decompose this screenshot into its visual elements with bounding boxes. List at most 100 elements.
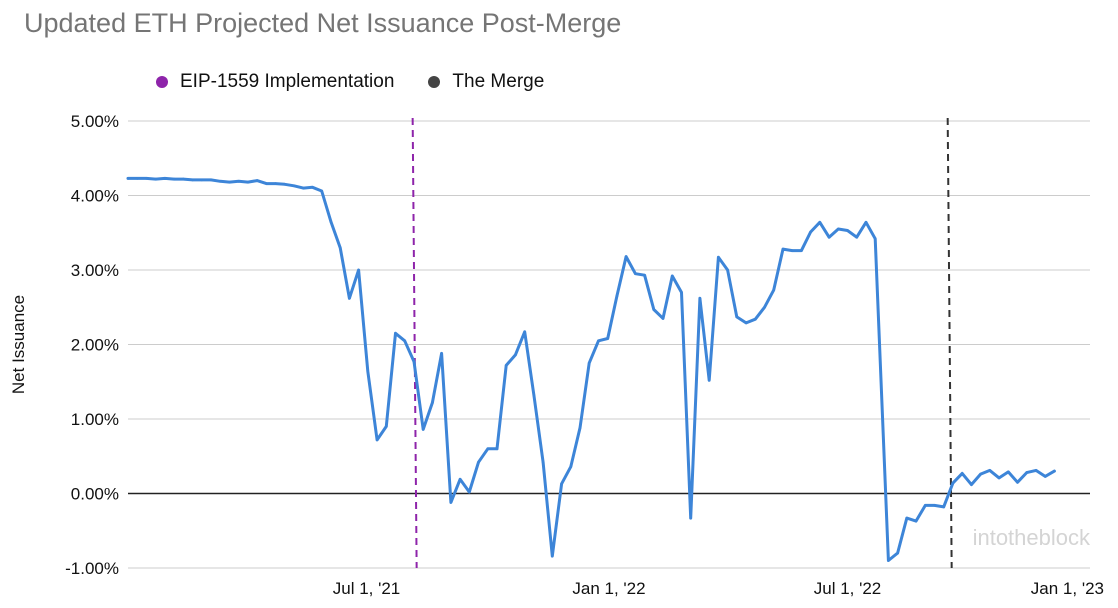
data-point [887,559,890,562]
data-point [172,177,176,181]
data-point [486,447,490,451]
y-tick-label: 2.00% [71,336,119,355]
legend: EIP-1559 Implementation The Merge [156,71,578,93]
data-point [385,425,388,428]
y-tick-label: 1.00% [71,410,119,429]
data-point [237,180,240,183]
data-point [338,246,342,249]
data-point [218,180,222,183]
y-tick-label: 4.00% [71,187,119,206]
data-point [1016,481,1019,484]
data-point [818,221,822,224]
data-point [597,339,600,343]
merge-marker-line [946,117,953,569]
data-point [283,183,287,186]
data-point [781,247,785,251]
data-point [837,227,840,231]
data-point [329,220,333,223]
data-point [827,235,831,239]
data-point [717,255,720,259]
data-point [191,178,194,182]
data-point [523,330,526,334]
data-point [135,177,139,180]
data-point [311,186,314,189]
data-point [1007,470,1010,474]
legend-swatch-merge [428,76,441,88]
x-tick-label: Jul 1, '21 [333,579,401,598]
data-point [541,460,545,464]
data-point [634,272,637,276]
data-point [154,177,157,181]
data-point [412,360,416,363]
data-point [182,177,185,181]
data-point [366,370,370,373]
data-point [933,504,936,507]
data-point [145,177,148,180]
data-point [979,472,982,476]
data-point [163,177,167,180]
data-point [495,447,499,451]
data-point [942,505,945,509]
data-point [744,321,748,325]
data-point [440,352,443,355]
watermark-text: intotheblock [973,525,1091,550]
data-point [320,189,324,193]
data-point [274,182,277,185]
data-point [924,504,927,507]
y-tick-label: 3.00% [71,261,119,280]
data-point [689,516,692,520]
eip1559-marker-line [411,117,418,569]
data-point [514,353,517,357]
x-tick-label: Jan 1, '23 [1031,579,1104,598]
data-point [431,401,434,404]
data-point [800,249,803,252]
data-point [1053,469,1056,473]
x-tick-label: Jan 1, '22 [572,579,645,598]
data-point [809,230,812,234]
data-point [403,339,407,343]
data-point [394,332,397,335]
data-point [1034,469,1038,472]
y-tick-label: 0.00% [71,485,119,504]
data-point [951,481,955,485]
data-point [652,308,656,311]
x-tick-label: Jul 1, '22 [814,579,882,598]
data-point [988,469,992,472]
data-point [873,237,877,240]
data-point [458,478,462,481]
data-point [896,551,899,555]
data-point [754,317,757,321]
data-point [615,294,619,298]
data-point [375,438,379,442]
data-point [265,182,268,185]
data-point [560,482,563,486]
legend-item-merge: The Merge [428,71,544,93]
data-point [255,179,259,182]
data-point [772,288,775,292]
data-point [855,235,858,239]
data-point [905,516,909,520]
net-issuance-line [126,176,1056,562]
data-point [468,490,471,494]
chart-title: Updated ETH Projected Net Issuance Post-… [24,8,622,38]
y-tick-label: -1.00% [65,559,119,578]
legend-swatch-eip1559 [156,76,168,88]
data-point [200,178,204,182]
data-point [735,315,739,319]
data-point [643,273,646,277]
data-point [302,186,305,190]
y-axis-title: Net Issuance [9,295,28,394]
data-point [587,361,591,365]
data-point [864,221,868,224]
data-point [661,317,665,320]
data-point [532,393,536,397]
data-point [246,180,250,184]
data-point [680,291,683,294]
legend-item-eip1559: EIP-1559 Implementation [156,71,394,93]
data-point [624,255,628,258]
data-point [671,274,674,278]
data-point [292,184,296,188]
data-point [126,177,130,180]
data-point [449,501,453,504]
